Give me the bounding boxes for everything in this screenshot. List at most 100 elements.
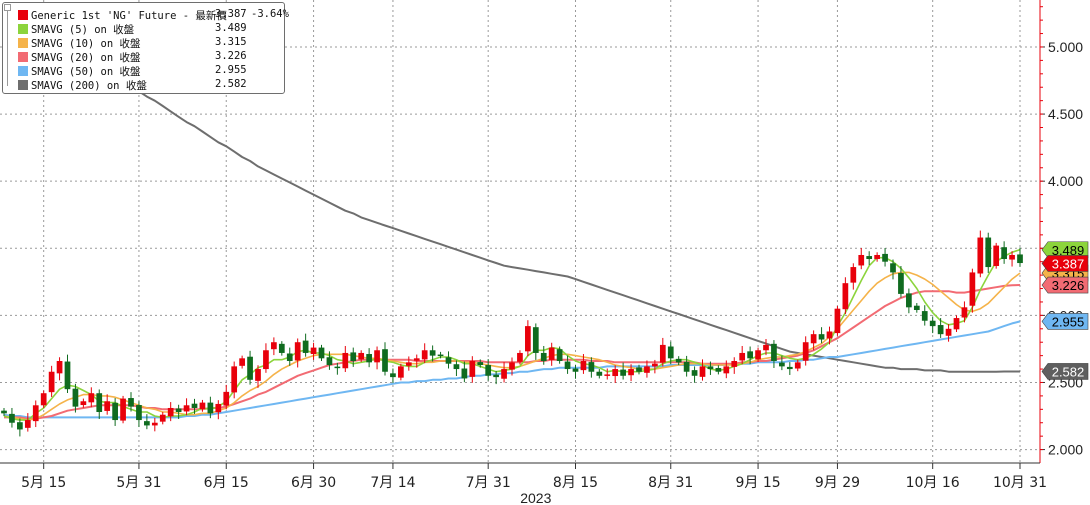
- candle-body: [390, 373, 396, 378]
- candle-body: [866, 256, 873, 260]
- candle-body: [937, 325, 944, 335]
- candle-body: [88, 393, 95, 403]
- candle: [691, 366, 698, 383]
- legend-swatch-sma50: [18, 66, 28, 76]
- candle-body: [818, 334, 825, 340]
- x-tick-label: 7月 14: [370, 475, 415, 491]
- candle-body: [501, 369, 507, 379]
- candle-body: [366, 354, 372, 363]
- candle-body: [580, 361, 587, 371]
- candle-body: [763, 344, 769, 351]
- candle: [421, 343, 428, 364]
- candle-body: [231, 366, 238, 393]
- candle-body: [223, 391, 230, 406]
- last-value-tag-label: 3.489: [1052, 243, 1085, 258]
- candle: [136, 401, 142, 428]
- candle-body: [715, 367, 722, 372]
- candle-body: [596, 371, 603, 376]
- candle: [231, 361, 238, 399]
- candle: [532, 323, 539, 360]
- candle: [104, 394, 111, 415]
- candle: [707, 361, 714, 375]
- candle-body: [151, 422, 158, 426]
- candle-body: [469, 361, 476, 377]
- candle: [144, 414, 150, 430]
- x-axis: 5月 15 5月 31 6月 15 6月 30 7月 14 7月 31 8月 15 8月 31…: [0, 462, 1047, 505]
- candle: [604, 368, 611, 380]
- candle-body: [509, 362, 515, 370]
- candle-body: [628, 369, 634, 376]
- candle-body: [636, 367, 642, 372]
- candle: [890, 259, 896, 280]
- candle-body: [755, 350, 761, 360]
- legend-collapse-box[interactable]: [4, 4, 11, 11]
- last-value-tag: 2.582: [1041, 363, 1089, 380]
- candle: [445, 351, 452, 369]
- candle-body: [9, 413, 15, 423]
- candle: [564, 355, 571, 374]
- y-tick-label: 4.000: [1048, 173, 1083, 189]
- candle-body: [794, 362, 801, 369]
- y-tick-label: 5.000: [1048, 39, 1083, 55]
- candle: [961, 301, 968, 323]
- x-tick-label: 9月 29: [815, 475, 860, 491]
- legend-swatch-sma20: [18, 52, 28, 62]
- candle-body: [969, 272, 976, 306]
- x-tick-label: 6月 30: [291, 475, 336, 491]
- candle-body: [525, 326, 531, 352]
- candle-body: [683, 361, 690, 372]
- candle-body: [675, 358, 682, 363]
- candle: [318, 344, 325, 362]
- candle: [1001, 241, 1007, 264]
- candle-body: [659, 344, 666, 363]
- candle: [374, 346, 380, 370]
- candle-body: [802, 342, 809, 361]
- candle: [945, 323, 952, 342]
- candle: [1017, 247, 1023, 267]
- last-value-tag-label: 2.582: [1052, 364, 1085, 379]
- x-tick-label: 8月 15: [553, 475, 598, 491]
- candle: [358, 350, 365, 363]
- candle-body: [405, 362, 412, 366]
- candle: [24, 413, 31, 432]
- legend-item-price: Generic 1st 'NG' Future - 最新價 3.387 -3.6…: [3, 8, 289, 22]
- candle: [572, 364, 579, 379]
- candle-body: [271, 342, 277, 350]
- last-value-tag-box: [1041, 255, 1089, 272]
- candle: [667, 341, 674, 365]
- candle-body: [874, 254, 880, 260]
- candle: [850, 263, 857, 290]
- candle-body: [318, 347, 325, 359]
- candle-body: [739, 352, 746, 361]
- candle: [310, 342, 317, 360]
- candle-body: [342, 352, 349, 369]
- last-value-tag: 3.226: [1041, 276, 1089, 294]
- legend: Generic 1st 'NG' Future - 最新價 3.387 -3.6…: [2, 2, 289, 94]
- candle-body: [136, 405, 142, 421]
- candle: [739, 345, 746, 365]
- candle: [263, 343, 269, 373]
- candle: [517, 350, 523, 365]
- candle: [580, 354, 587, 374]
- candle: [48, 365, 55, 397]
- last-value-tag-label: 2.955: [1052, 314, 1085, 329]
- candle: [215, 400, 222, 420]
- candle: [199, 399, 206, 412]
- candle-body: [834, 308, 841, 334]
- candle-body: [104, 401, 111, 411]
- x-tick-label: 5月 31: [116, 475, 161, 491]
- candle: [779, 355, 785, 371]
- candle-body: [786, 366, 793, 370]
- candle-body: [239, 358, 245, 366]
- candle: [278, 341, 285, 356]
- candle-body: [747, 351, 753, 359]
- candle-body: [771, 343, 777, 362]
- legend-item-sma10: SMAVG (10) on 收盤 3.315: [3, 36, 284, 50]
- candle-body: [398, 366, 404, 378]
- last-value-tag: 2.955: [1041, 313, 1089, 330]
- sma10-line: [3, 271, 1021, 421]
- candle: [826, 326, 833, 345]
- candle: [350, 347, 357, 367]
- candle-body: [667, 346, 674, 359]
